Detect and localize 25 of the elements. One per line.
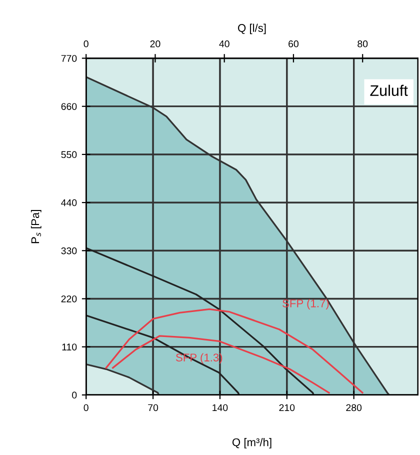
x-tick-label: 70: [148, 404, 158, 412]
y-tick-label: 660: [61, 103, 77, 110]
line-series: [86, 314, 240, 395]
y-tick-label: 220: [61, 295, 77, 302]
x-tick-label: 210: [279, 404, 295, 412]
y-tick-label: 550: [61, 151, 77, 158]
x-axis-title: Q [m³/h]: [232, 438, 272, 448]
x-tick-label: 0: [84, 404, 88, 412]
x-tick-label: 140: [212, 404, 228, 412]
y-tick-label: 330: [61, 247, 77, 254]
x2-tick-label: 40: [219, 40, 230, 48]
y-tick-label: 440: [61, 199, 77, 206]
x2-axis-title: Q [l/s]: [238, 24, 266, 34]
x2-tick-label: 80: [358, 40, 368, 48]
line-series: [112, 335, 330, 394]
x-tick-label: 280: [346, 404, 362, 412]
y-tick-label: 0: [72, 392, 77, 399]
annotation: Zuluft: [370, 84, 408, 96]
x2-tick-label: 60: [288, 40, 298, 48]
y-axis-title: P$_{s}$ [Pa]: [30, 210, 42, 244]
x2-tick-label: 0: [84, 40, 88, 48]
line-series: [105, 308, 364, 394]
y-tick-label: 110: [62, 344, 77, 350]
x2-tick-label: 20: [150, 40, 160, 48]
y-tick-label: 770: [61, 54, 77, 62]
